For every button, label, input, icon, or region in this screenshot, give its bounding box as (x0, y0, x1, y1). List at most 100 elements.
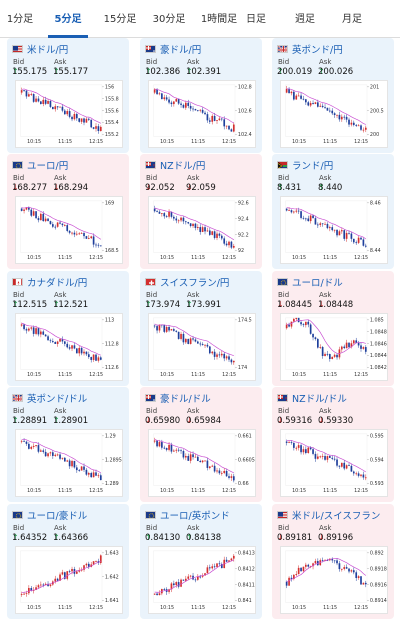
ask-value: 92.059 (186, 183, 216, 193)
bid-label: Bid (278, 291, 290, 299)
candle-body (40, 213, 42, 221)
candle-body (32, 445, 35, 447)
rate-card[interactable]: NZドル/ドル Bid Ask ↓ 0.59316 ↓ 0.59330 0.595 0.594 0… (272, 387, 394, 502)
rate-card-title[interactable]: 米ドル/円 (12, 42, 124, 56)
tab-4[interactable]: 30分足 (152, 14, 186, 25)
rate-card[interactable]: カナダドル/円 Bid Ask ↑ 112.515 ↑ 112.521 113 112.8 112… (7, 271, 129, 386)
y-tick-label: 200 (370, 132, 379, 138)
candle-body (317, 339, 319, 348)
rate-card-title[interactable]: ユーロ/円 (12, 158, 124, 172)
tab-8[interactable]: 月足 (342, 14, 362, 25)
candle-body (40, 331, 42, 335)
y-tick-label: 102.8 (238, 85, 252, 91)
bid-value: 155.175 (12, 67, 48, 77)
candle-body (63, 110, 66, 115)
x-tick-label: 10:15 (27, 605, 41, 611)
candle-body (20, 324, 23, 326)
candlestick-chart[interactable]: 1.29 1.2895 1.289 10:15 11:15 12:15 (15, 429, 123, 497)
bid-label: Bid (13, 407, 25, 415)
y-tick-label: 1.0846 (370, 341, 387, 347)
rate-card[interactable]: スイスフラン/円 Bid Ask ↑ 173.974 ↑ 173.991 174.5 174 10… (140, 271, 262, 386)
rate-card-title[interactable]: ランド/円 (277, 158, 389, 172)
candlestick-chart[interactable]: 0.595 0.594 0.593 10:15 11:15 12:15 (280, 429, 388, 497)
rate-card[interactable]: 豪ドル/円 Bid Ask ↑ 102.386 ↑ 102.391 102.8 102.6 102… (140, 38, 262, 153)
candlestick-chart[interactable]: 0.661 0.6605 0.66 10:15 11:15 12:15 (148, 429, 256, 497)
candle-body (199, 109, 202, 111)
rate-card-title[interactable]: ユーロ/豪ドル (12, 508, 124, 522)
rate-card[interactable]: 豪ドル/ドル Bid Ask ↓ 0.65980 ↓ 0.65984 0.661 0.6605 0… (140, 387, 262, 502)
candle-body (348, 119, 350, 125)
y-tick-label: 1.289 (105, 481, 119, 487)
bid-value: 102.386 (145, 67, 181, 77)
candlestick-chart[interactable]: 1.085 1.0848 1.0846 1.0844 1.0842 10:15 11:15 1… (280, 313, 388, 381)
candle-body (90, 564, 93, 567)
candle-body (49, 452, 52, 454)
candle-body (213, 231, 216, 238)
rate-card[interactable]: 英ポンド/円 Bid Ask ↑ 200.019 ↑ 200.026 201 200.5 200 1… (272, 38, 394, 153)
ask-label: Ask (187, 524, 200, 532)
uk-flag-icon (12, 394, 23, 402)
rate-card[interactable]: 米ドル/円 Bid Ask ↑ 155.175 ↑ 155.177 156 155.8 155.6… (7, 38, 129, 153)
candlestick-chart[interactable]: 0.8413 0.8412 0.8411 0.841 10:15 11:15 12:15 (148, 546, 256, 614)
candle-body (326, 353, 329, 355)
rate-card-title[interactable]: ユーロ/英ポンド (145, 508, 257, 522)
rate-card-title[interactable]: 豪ドル/ドル (145, 391, 257, 405)
rate-card-title[interactable]: スイスフラン/円 (145, 275, 257, 289)
candlestick-chart[interactable]: 201 200.5 200 10:15 11:15 12:15 (280, 80, 388, 148)
candle-body (228, 560, 230, 562)
candlestick-chart[interactable]: 156 155.8 155.6 155.4 155.2 10:15 11:15 12:15 (15, 80, 123, 148)
arrow-down-icon: ↓ (277, 416, 284, 425)
rate-card-title[interactable]: 英ポンド/円 (277, 42, 389, 56)
rate-card[interactable]: ユーロ/ドル Bid Ask ↓ 1.08445 ↓ 1.08448 1.085 1.0848 1… (272, 271, 394, 386)
candlestick-chart[interactable]: 0.892 0.8918 0.8916 0.8914 10:15 11:15 12:15 (280, 546, 388, 614)
price-values: ↑ 155.175 ↑ 155.177 (12, 67, 124, 79)
chart-svg: 1.085 1.0848 1.0846 1.0844 1.0842 10:15 11:15 1… (285, 318, 387, 378)
rate-card[interactable]: 英ポンド/ドル Bid Ask ↑ 1.28891 ↑ 1.28901 1.29 1.2895 1… (7, 387, 129, 502)
candlestick-chart[interactable]: 174.5 174 10:15 11:15 12:15 (148, 313, 256, 381)
x-tick-label: 10:15 (292, 372, 306, 378)
rate-card-title[interactable]: NZドル/円 (145, 158, 257, 172)
candle-body (314, 337, 317, 340)
rate-card-title[interactable]: ユーロ/ドル (277, 275, 389, 289)
candlestick-chart[interactable]: 169 168.5 10:15 11:15 12:15 (15, 196, 123, 264)
tab-5[interactable]: 1時間足 (200, 14, 238, 25)
rate-card[interactable]: ユーロ/豪ドル Bid Ask ↑ 1.64352 ↑ 1.64366 1.643 1.642 1… (7, 504, 129, 619)
candle-body (187, 338, 190, 344)
rate-card[interactable]: ユーロ/英ポンド Bid Ask ↑ 0.84130 ↑ 0.84138 0.8413 0.84… (140, 504, 262, 619)
x-tick-label: 11:15 (191, 139, 205, 145)
rate-card[interactable]: ランド/円 Bid Ask ↑ 8.431 ↑ 8.440 8.46 8.44 10:15 11:1… (272, 154, 394, 269)
tab-2[interactable]: 5分足 (48, 0, 88, 38)
candle-body (340, 230, 343, 232)
candlestick-chart[interactable]: 102.8 102.6 102.4 10:15 11:15 12:15 (148, 80, 256, 148)
candle-body (295, 447, 298, 449)
rate-card-title[interactable]: 米ドル/スイスフラン (277, 508, 389, 522)
candle-body (44, 99, 47, 104)
ask-label: Ask (187, 407, 200, 415)
candlestick-chart[interactable]: 8.46 8.44 10:15 11:15 12:15 (280, 196, 388, 264)
candlestick-chart[interactable]: 113 112.8 112.6 10:15 11:15 12:15 (15, 313, 123, 381)
rate-card[interactable]: NZドル/円 Bid Ask ↓ 92.052 ↓ 92.059 92.6 92.4 92.2 92… (140, 154, 262, 269)
rate-card[interactable]: 米ドル/スイスフラン Bid Ask ↓ 0.89181 ↓ 0.89196 0.892 0.8… (272, 504, 394, 619)
candle-body (293, 91, 295, 100)
candle-body (75, 348, 78, 354)
tab-3[interactable]: 15分足 (103, 14, 137, 25)
rate-card-title[interactable]: 豪ドル/円 (145, 42, 257, 56)
candlestick-chart[interactable]: 1.643 1.642 1.641 10:15 11:15 12:15 (15, 546, 123, 614)
rate-card[interactable]: ユーロ/円 Bid Ask ↓ 168.277 ↓ 168.294 169 168.5 10:15… (7, 154, 129, 269)
tab-1[interactable]: 1分足 (6, 14, 34, 25)
candle-body (56, 106, 59, 108)
rate-card-title[interactable]: カナダドル/円 (12, 275, 124, 289)
pair-name: ユーロ/豪ドル (27, 511, 88, 522)
candle-body (348, 342, 350, 348)
candle-body (288, 324, 290, 327)
rate-card-title[interactable]: 英ポンド/ドル (12, 391, 124, 405)
candle-body (288, 442, 290, 443)
tab-7[interactable]: 週足 (295, 14, 315, 25)
candlestick-chart[interactable]: 92.6 92.4 92.2 92 10:15 11:15 12:15 (148, 196, 256, 264)
candle-body (73, 113, 76, 120)
rate-card-title[interactable]: NZドル/ドル (277, 391, 389, 405)
moving-average-line (21, 438, 102, 474)
tab-6[interactable]: 日足 (246, 14, 266, 25)
candle-body (42, 584, 45, 586)
x-tick-label: 11:15 (191, 255, 205, 261)
